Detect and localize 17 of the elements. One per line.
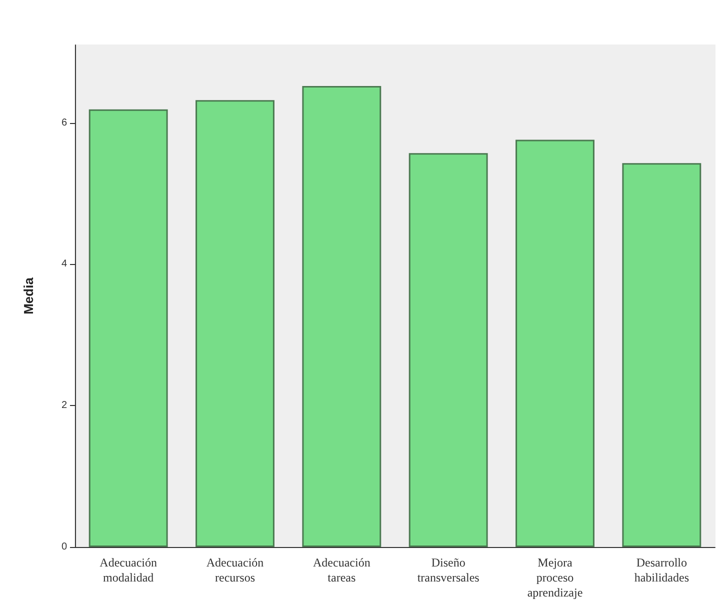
x-tick-label: Desarrollo habilidades bbox=[634, 556, 690, 584]
x-tick-label: Adecuación recursos bbox=[206, 556, 264, 584]
bar bbox=[196, 100, 274, 547]
bar bbox=[302, 86, 382, 547]
bar bbox=[622, 163, 702, 547]
y-tick-label: 2 bbox=[61, 400, 68, 412]
y-tick-label: 6 bbox=[61, 117, 68, 128]
bar bbox=[516, 140, 594, 547]
y-axis-title: Media bbox=[21, 276, 36, 314]
bar bbox=[88, 109, 168, 547]
x-tick-label: Diseño transversales bbox=[417, 556, 480, 584]
y-tick-label: 0 bbox=[61, 542, 68, 552]
x-tick-label: Adecuación tareas bbox=[313, 556, 370, 584]
y-tick-label: 4 bbox=[61, 258, 68, 270]
x-tick-label: Adecuación modalidad bbox=[100, 556, 157, 584]
x-tick-label: Mejora proceso aprendizaje bbox=[527, 556, 583, 600]
bar bbox=[408, 153, 488, 547]
